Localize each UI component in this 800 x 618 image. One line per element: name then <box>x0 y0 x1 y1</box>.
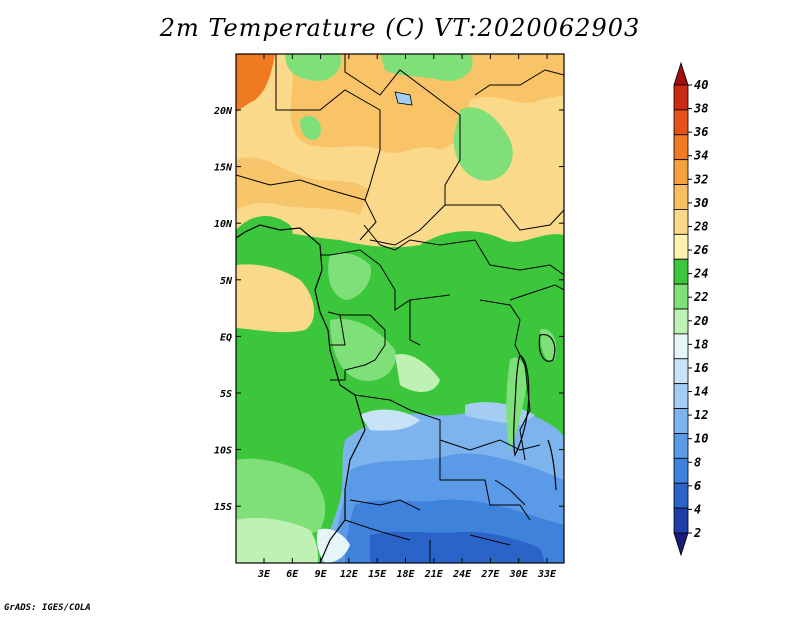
lon-tick-label: 12E <box>340 569 359 580</box>
colorbar-label: 36 <box>693 125 708 139</box>
colorbar-swatch <box>673 84 689 111</box>
colorbar-label: 18 <box>694 337 708 351</box>
colorbar-swatch <box>673 233 689 260</box>
colorbar-label: 14 <box>694 385 708 399</box>
colorbar-top-arrow <box>673 61 689 86</box>
lake-malawi <box>547 439 557 491</box>
colorbar-label: 8 <box>694 455 701 469</box>
colorbar-label: 10 <box>694 432 708 446</box>
colorbar-swatch <box>673 109 689 136</box>
lat-tick-label: 20N <box>213 106 233 117</box>
lon-tick-label: 24E <box>452 569 472 580</box>
lon-tick-label: 33E <box>537 569 557 580</box>
colorbar-swatch <box>673 358 689 385</box>
colorbar-swatch <box>673 383 689 409</box>
colorbar-swatch <box>673 258 689 285</box>
lat-tick-label: 5S <box>220 389 232 400</box>
colorbar-label: 12 <box>694 408 708 422</box>
colorbar-label: 20 <box>693 314 708 328</box>
credit-text: GrADS: IGES/COLA <box>4 603 91 613</box>
lat-tick-label: 5N <box>220 276 233 287</box>
lon-tick-label: 30E <box>509 569 529 580</box>
lake-victoria <box>538 334 556 362</box>
colorbar-label: 30 <box>693 196 708 210</box>
colorbar-swatch <box>673 333 689 360</box>
lat-tick-label: 10S <box>214 446 232 457</box>
lon-tick-label: 3E <box>257 569 271 580</box>
colorbar-swatch <box>673 433 689 459</box>
colorbar-swatch <box>673 134 689 161</box>
lake-chad <box>394 91 413 106</box>
colorbar-swatch <box>673 408 689 434</box>
colorbar-bottom-arrow <box>673 532 689 557</box>
colorbar-label: 16 <box>694 361 708 375</box>
colorbar-label: 2 <box>693 526 701 540</box>
lon-tick-label: 21E <box>424 569 444 580</box>
colorbar-swatch <box>673 308 689 335</box>
colorbar-label: 28 <box>693 219 708 233</box>
colorbar-label: 22 <box>693 290 708 304</box>
colorbar-label: 6 <box>694 479 701 493</box>
colorbar-swatch <box>673 184 689 210</box>
lat-tick-label: 15N <box>214 163 233 174</box>
lon-tick-label: 9E <box>315 569 328 580</box>
colorbar-label: 24 <box>693 267 708 281</box>
lat-tick-label: 15S <box>214 502 232 513</box>
lon-tick-label: 18E <box>396 569 415 580</box>
colorbar-label: 34 <box>693 149 708 163</box>
colorbar-label: 32 <box>693 172 708 186</box>
coastline <box>235 224 366 564</box>
colorbar-swatch <box>673 159 689 185</box>
lon-tick-label: 27E <box>480 569 500 580</box>
axis-ticks: 3E 6E 9E 12E 15E 18E 21E 24E 27E 30E 33E 20N 15N 10N 5… <box>213 54 564 580</box>
colorbar-label: 40 <box>694 78 708 92</box>
colorbar-label: 4 <box>694 502 701 516</box>
colorbar-swatch <box>673 283 689 310</box>
colorbar-swatch <box>673 482 689 509</box>
lon-tick-label: 15E <box>368 569 387 580</box>
colorbar-swatch <box>673 507 689 534</box>
country-borders <box>236 54 564 563</box>
chart-title: 2m Temperature (C) VT:2020062903 <box>159 14 641 42</box>
colorbar-label: 26 <box>693 243 708 257</box>
lat-tick-label: 10N <box>214 219 233 230</box>
lake-tanganyika <box>513 354 530 457</box>
colorbar-label: 38 <box>693 102 708 116</box>
colorbar-swatch <box>673 209 689 235</box>
lat-tick-label: EQ <box>220 332 232 343</box>
temperature-field <box>236 54 564 563</box>
map-frame <box>235 53 565 564</box>
colorbar-swatch <box>673 457 689 484</box>
lon-tick-label: 6E <box>286 569 299 580</box>
